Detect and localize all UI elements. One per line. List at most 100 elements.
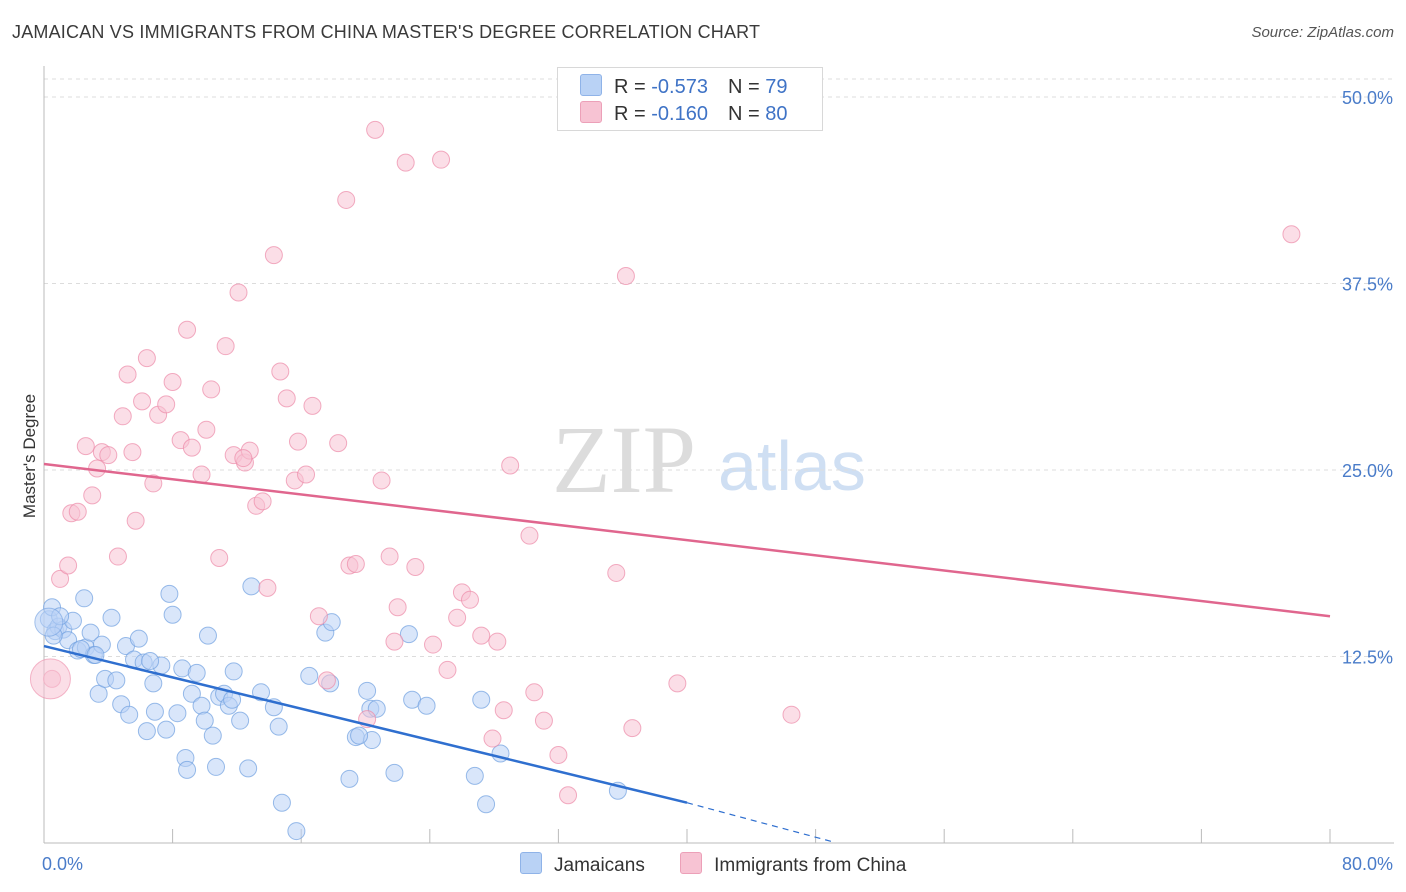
data-point [264, 246, 283, 265]
data-point [372, 471, 391, 490]
data-point-large [34, 607, 64, 637]
data-point [380, 547, 399, 566]
data-point [465, 766, 484, 785]
data-point [534, 711, 553, 730]
data-point [253, 492, 272, 511]
data-point [123, 443, 142, 462]
data-point [239, 759, 258, 778]
data-point [182, 684, 201, 703]
data-point [346, 554, 365, 573]
x-tick-labels: 0.0% 80.0% [42, 854, 1393, 874]
data-point [277, 389, 296, 408]
data-point [337, 190, 356, 209]
legend-n-label: N = [727, 76, 766, 98]
data-point [192, 465, 211, 484]
y-tick-label: 50.0% [1342, 88, 1393, 108]
data-point [358, 681, 377, 700]
data-point [297, 465, 316, 484]
data-point [340, 769, 359, 788]
data-point [102, 608, 121, 627]
data-point-large [29, 658, 71, 700]
data-point [300, 666, 319, 685]
data-point [303, 396, 322, 415]
data-point [432, 150, 451, 169]
data-point [144, 674, 163, 693]
legend-row-china: R = -0.160 N = 80 [580, 101, 787, 127]
legend-item-china[interactable]: Immigrants from China [680, 852, 906, 877]
data-point [178, 760, 197, 779]
data-point [129, 629, 148, 648]
data-point [488, 632, 507, 651]
legend-item-jamaicans[interactable]: Jamaicans [520, 852, 645, 877]
data-point [607, 563, 626, 582]
data-points [29, 120, 1301, 841]
trend-line-jamaicans [43, 644, 688, 804]
data-point [234, 449, 253, 468]
data-point [525, 683, 544, 702]
data-point [75, 589, 94, 608]
legend-n-value: 79 [765, 76, 788, 98]
data-point [207, 757, 226, 776]
data-point [350, 726, 369, 745]
data-point [448, 608, 467, 627]
watermark: ZIP atlas [552, 406, 866, 513]
data-point [406, 557, 425, 576]
legend-r-label: R = [614, 76, 652, 98]
data-point [120, 705, 139, 724]
correlation-legend: R = -0.573 N = 79 R = -0.160 N = 80 [557, 67, 823, 131]
watermark-zip: ZIP [552, 406, 696, 513]
data-point [399, 625, 418, 644]
data-point [197, 420, 216, 439]
trend-lines [43, 462, 1331, 843]
legend-r-value: -0.160 [651, 103, 708, 125]
data-point [271, 362, 290, 381]
data-point [782, 705, 801, 724]
gridlines [44, 78, 1394, 657]
series-legend: Jamaicans Immigrants from China [520, 852, 936, 877]
data-point [317, 671, 336, 690]
data-point [210, 549, 229, 568]
data-point [59, 556, 78, 575]
data-point [113, 407, 132, 426]
data-point [81, 623, 100, 642]
data-point [272, 793, 291, 812]
data-point [385, 632, 404, 651]
data-point [472, 690, 491, 709]
legend-r-label: R = [614, 103, 652, 125]
data-point [195, 711, 214, 730]
data-point [203, 726, 222, 745]
data-point [133, 392, 152, 411]
x-tick-label-min: 0.0% [42, 854, 83, 874]
data-point [288, 432, 307, 451]
data-point [202, 380, 221, 399]
data-point [501, 456, 520, 475]
data-point [76, 437, 95, 456]
data-point [616, 267, 635, 286]
data-point [157, 720, 176, 739]
data-point [224, 662, 243, 681]
data-point [549, 745, 568, 764]
legend-swatch-china [680, 852, 703, 874]
data-point [388, 598, 407, 617]
data-point [329, 434, 348, 453]
data-point [396, 153, 415, 172]
data-point [460, 590, 479, 609]
legend-r-value: -0.573 [651, 76, 708, 98]
data-point [269, 717, 288, 736]
legend-swatch-jamaicans [580, 74, 602, 96]
legend-swatch-china [580, 101, 602, 123]
chart-title: JAMAICAN VS IMMIGRANTS FROM CHINA MASTER… [12, 22, 761, 42]
data-point [252, 683, 271, 702]
data-point [198, 626, 217, 645]
data-point [160, 584, 179, 603]
data-point [231, 711, 250, 730]
data-point [126, 511, 145, 530]
legend-swatch-jamaicans [520, 852, 542, 874]
data-point [1282, 225, 1301, 244]
data-point [472, 626, 491, 645]
data-point [483, 729, 502, 748]
data-point [157, 395, 176, 414]
data-point [99, 446, 118, 465]
data-point [144, 474, 163, 493]
data-point [424, 635, 443, 654]
